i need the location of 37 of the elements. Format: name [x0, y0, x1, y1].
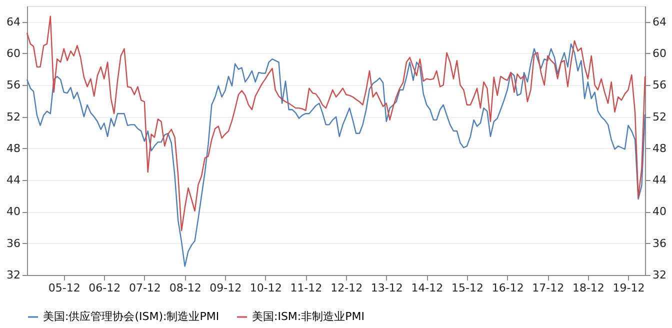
x-tick-label: 17-12 — [532, 282, 564, 294]
x-tick-label: 07-12 — [128, 282, 161, 294]
x-tick-label: 10-12 — [250, 282, 282, 294]
x-tick-label: 09-12 — [210, 282, 242, 294]
y-tick-label: 44 — [6, 174, 20, 187]
x-tick-label: 05-12 — [48, 282, 80, 294]
y-tick-label: 36 — [6, 236, 20, 250]
legend-label: 美国:供应管理协会(ISM):制造业PMI — [43, 310, 220, 323]
y-tick-label: 64 — [6, 15, 20, 28]
y2-tick-label: 36 — [652, 236, 666, 250]
y2-tick-label: 56 — [652, 78, 666, 92]
y-tick-label: 52 — [6, 110, 20, 124]
y2-tick-label: 44 — [652, 174, 666, 187]
line-series — [26, 43, 646, 267]
y-tick-label: 32 — [6, 268, 20, 282]
y-tick-label: 48 — [6, 142, 20, 155]
y2-tick-label: 40 — [652, 205, 666, 218]
x-tick-label: 12-12 — [330, 282, 363, 294]
y2-tick-label: 52 — [652, 110, 666, 124]
x-tick-label: 14-12 — [411, 282, 444, 294]
x-tick-label: 16-12 — [492, 282, 524, 294]
x-tick-label: 19-12 — [612, 282, 645, 294]
line-series — [26, 16, 646, 232]
y-tick-label: 40 — [6, 205, 20, 218]
y2-tick-label: 32 — [652, 268, 666, 282]
y2-tick-label: 60 — [652, 46, 666, 60]
x-tick-label: 08-12 — [169, 282, 202, 294]
x-tick-label: 06-12 — [88, 282, 121, 294]
x-tick-label: 13-12 — [370, 282, 403, 294]
y-tick-label: 56 — [6, 78, 20, 92]
legend-label: 美国:ISM:非制造业PMI — [252, 310, 364, 323]
x-tick-label: 15-12 — [451, 282, 484, 294]
x-tick-label: 11-12 — [290, 282, 322, 294]
x-tick-label: 18-12 — [572, 282, 604, 294]
y2-tick-label: 48 — [652, 142, 666, 155]
y-tick-label: 60 — [6, 46, 20, 60]
y2-tick-label: 64 — [652, 15, 666, 28]
